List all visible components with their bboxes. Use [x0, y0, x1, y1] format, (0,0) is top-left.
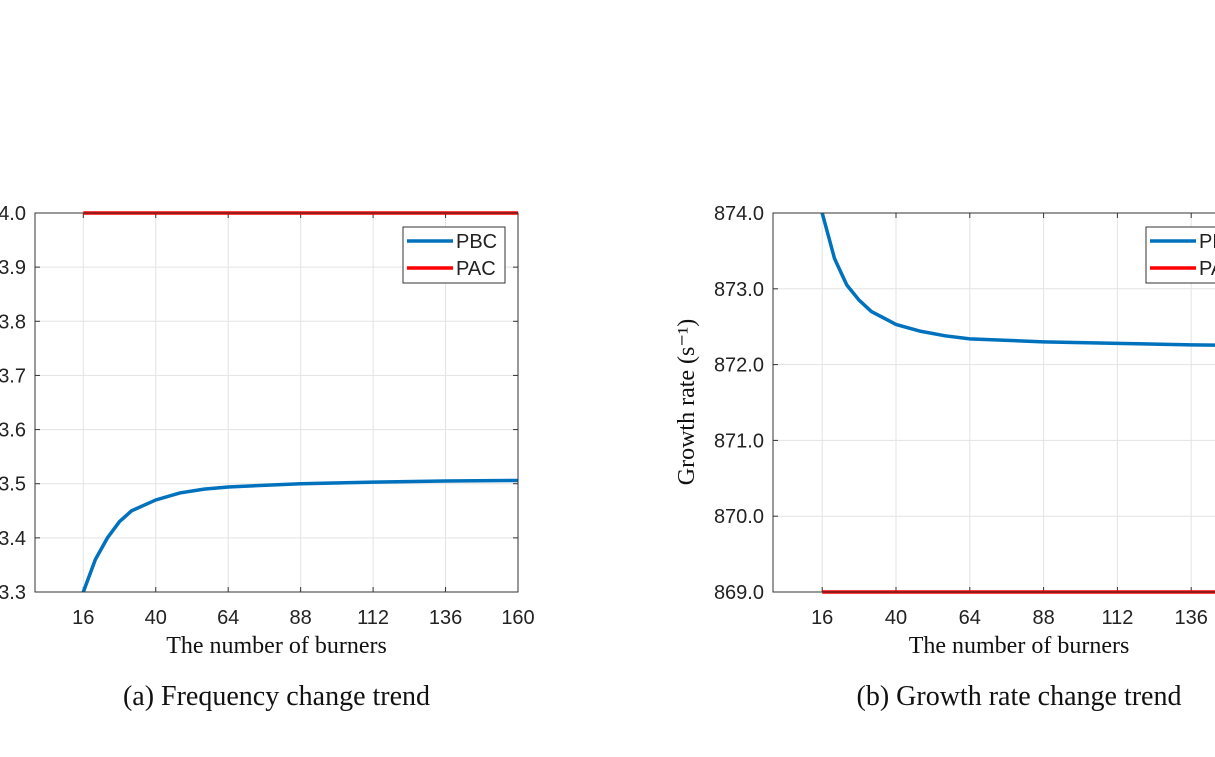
y-tick-label: 3.8	[0, 311, 26, 333]
x-tick-label: 16	[72, 607, 94, 629]
y-tick-label: 3.9	[0, 257, 26, 279]
x-tick-label: 64	[217, 607, 239, 629]
axes-box	[34, 212, 519, 593]
y-axis-label: Growth rate (s⁻¹)	[674, 319, 700, 485]
y-tick-label: 3.3	[0, 582, 26, 604]
plot-area	[773, 213, 1215, 592]
y-tick-label: 3.4	[0, 528, 26, 550]
y-tick-label: 871.0	[714, 430, 764, 452]
caption: (b) Growth rate change trend	[857, 681, 1182, 712]
legend-box	[1145, 226, 1215, 284]
x-tick-label: 160	[501, 607, 534, 629]
y-tick-label: 4.0	[0, 203, 26, 225]
axes-box	[772, 212, 1215, 593]
legend-label: PBC	[456, 231, 497, 253]
y-tick-label: 873.0	[714, 279, 764, 301]
x-tick-label: 40	[145, 607, 167, 629]
x-tick-label: 112	[1101, 607, 1133, 629]
x-tick-label: 136	[429, 607, 462, 629]
x-tick-label: 64	[959, 607, 981, 629]
legend-label: PBC	[1199, 231, 1215, 253]
legend-box	[402, 226, 506, 284]
x-tick-label: 88	[290, 607, 312, 629]
legend-label: PAC	[1199, 258, 1215, 280]
y-tick-label: 870.0	[714, 506, 764, 528]
x-tick-label: 112	[357, 607, 389, 629]
caption: (a) Frequency change trend	[123, 681, 430, 712]
x-axis-label: The number of burners	[909, 633, 1130, 659]
x-tick-label: 16	[811, 607, 833, 629]
x-tick-label: 88	[1032, 607, 1054, 629]
y-tick-label: 874.0	[714, 203, 764, 225]
y-tick-label: 869.0	[714, 582, 764, 604]
series-line	[81, 478, 519, 593]
y-tick-label: 3.6	[0, 420, 26, 442]
x-tick-label: 136	[1175, 607, 1208, 629]
y-tick-label: 3.7	[0, 365, 26, 387]
x-tick-label: 40	[885, 607, 907, 629]
y-tick-label: 3.5	[0, 474, 26, 496]
x-axis-label: The number of burners	[166, 633, 387, 659]
series-line	[820, 212, 1215, 347]
legend-label: PAC	[456, 258, 496, 280]
y-tick-label: 872.0	[714, 355, 764, 377]
